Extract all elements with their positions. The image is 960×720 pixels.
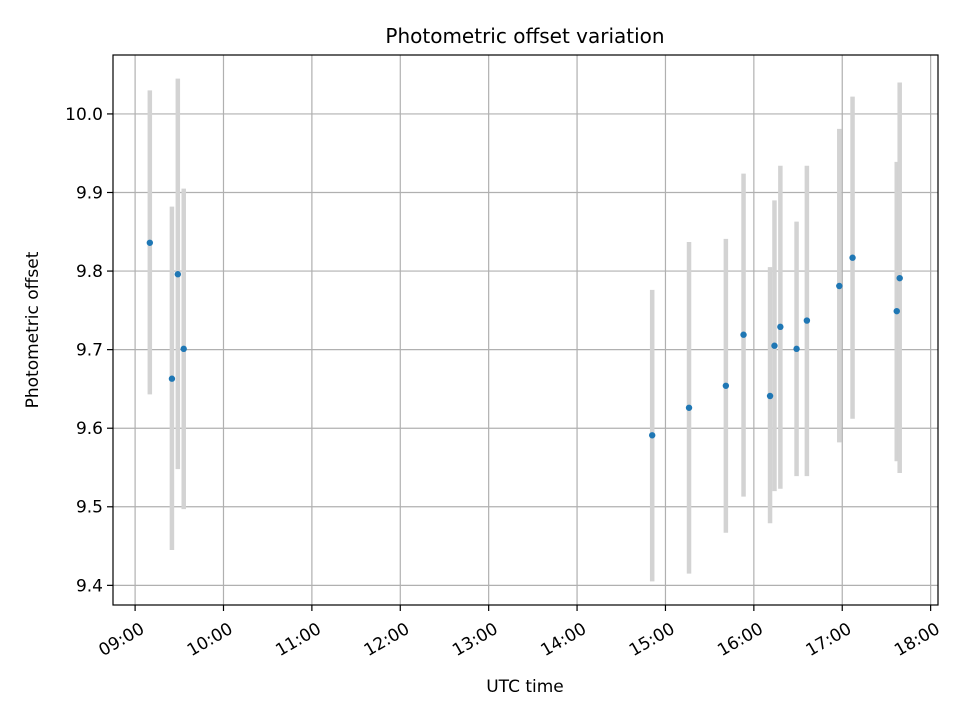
data-point — [174, 271, 182, 278]
y-axis-label: Photometric offset — [23, 251, 43, 408]
grid-lines — [113, 55, 938, 605]
x-axis-label: UTC time — [486, 677, 564, 697]
data-points — [146, 239, 903, 439]
y-tick-label: 9.4 — [76, 576, 103, 596]
x-tick-label: 10:00 — [184, 619, 236, 661]
x-tick-label: 11:00 — [272, 619, 324, 661]
data-point — [771, 342, 778, 349]
data-point — [168, 375, 176, 382]
data-point — [793, 345, 800, 353]
data-point — [803, 317, 811, 324]
x-axis-ticks: 09:00 10:00 11:00 12:00 13:00 14:00 15:00 16:00… — [96, 605, 944, 661]
x-tick-label: 17:00 — [803, 619, 855, 661]
data-point — [146, 239, 154, 246]
data-point — [896, 274, 903, 282]
y-tick-label: 10.0 — [65, 105, 103, 125]
error-bars — [147, 78, 902, 582]
data-point — [722, 382, 730, 389]
chart-title: Photometric offset variation — [385, 24, 664, 48]
data-point — [777, 323, 784, 331]
x-tick-label: 12:00 — [361, 619, 413, 661]
data-point — [685, 404, 693, 411]
data-point — [836, 282, 843, 290]
y-tick-label: 9.5 — [76, 498, 103, 518]
data-point — [648, 432, 656, 439]
plot-frame — [112, 54, 939, 606]
data-point — [740, 331, 747, 338]
y-tick-label: 9.6 — [76, 419, 103, 439]
x-tick-label: 13:00 — [449, 619, 501, 661]
data-point — [849, 254, 856, 261]
y-tick-label: 9.8 — [76, 262, 103, 282]
x-tick-label: 09:00 — [96, 619, 148, 661]
data-point — [766, 392, 774, 400]
x-tick-label: 18:00 — [891, 619, 943, 661]
x-tick-label: 16:00 — [714, 619, 766, 661]
data-point — [893, 307, 900, 315]
x-tick-label: 15:00 — [626, 619, 678, 661]
data-point — [180, 345, 187, 353]
y-tick-label: 9.7 — [76, 341, 103, 361]
x-tick-label: 14:00 — [538, 619, 590, 661]
y-tick-label: 9.9 — [76, 183, 103, 203]
y-axis-ticks: 9.4 9.5 9.6 9.7 9.8 9.9 10.0 — [65, 105, 113, 596]
